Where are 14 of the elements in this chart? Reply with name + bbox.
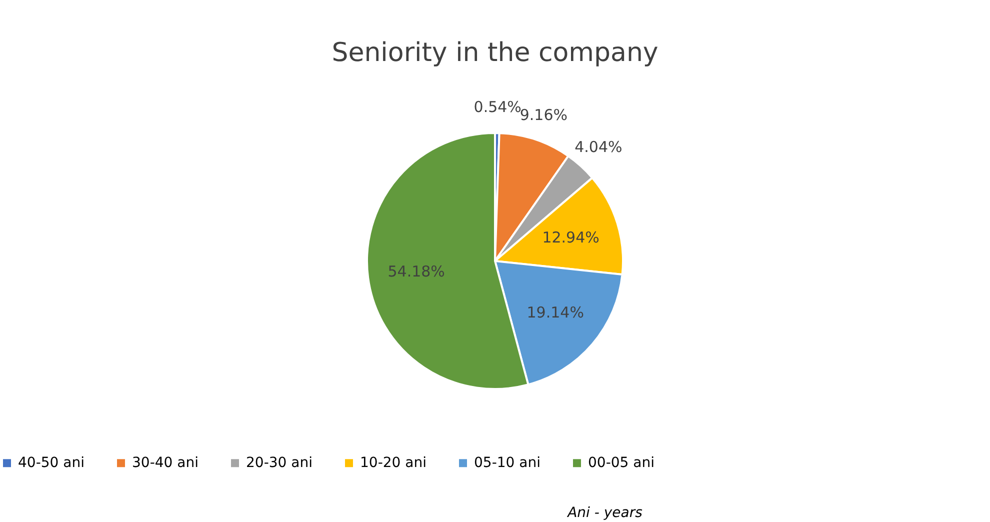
legend-label: 10-20 ani (360, 455, 426, 472)
legend-label: 00-05 ani (588, 455, 654, 472)
legend-label: 05-10 ani (474, 455, 540, 472)
chart-title: Seniority in the company (332, 38, 658, 68)
data-label: 4.04% (574, 138, 622, 156)
legend-label: 30-40 ani (132, 455, 198, 472)
data-label: 54.18% (388, 262, 445, 280)
data-label: 19.14% (526, 304, 584, 322)
data-label: 9.16% (520, 106, 568, 124)
legend-label: 40-50 ani (18, 455, 84, 472)
text: Ani - years (566, 505, 642, 521)
legend-label: 20-30 ani (246, 455, 312, 472)
data-label: 12.94% (542, 228, 600, 246)
data-label: 0.54% (474, 98, 522, 116)
